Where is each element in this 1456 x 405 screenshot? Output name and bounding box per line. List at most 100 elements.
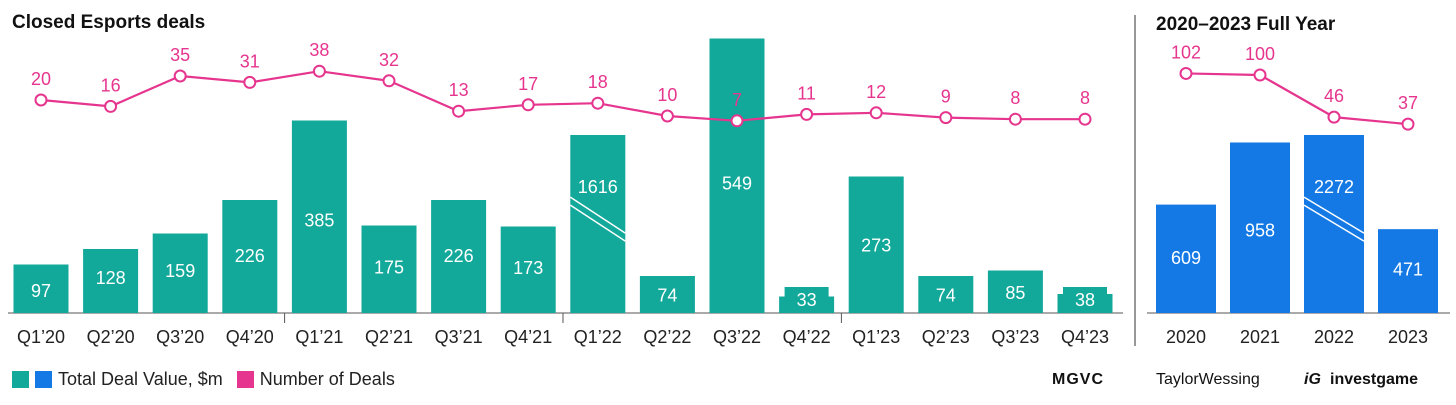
- quarterly-count-point: [521, 98, 535, 112]
- quarterly-category-label: Q4’20: [226, 327, 274, 347]
- quarterly-bar: [13, 264, 69, 313]
- quarterly-count-label: 17: [518, 74, 538, 94]
- yearly-category-label: 2023: [1388, 327, 1428, 347]
- quarterly-category-label: Q3’20: [156, 327, 204, 347]
- quarterly-category-label: Q2’20: [87, 327, 135, 347]
- quarterly-count-point: [312, 64, 326, 78]
- yearly-value-label: 958: [1245, 220, 1275, 240]
- quarterly-count-point: [1008, 112, 1022, 126]
- quarterly-count-point: [800, 107, 814, 121]
- yearly-count-label: 102: [1171, 42, 1201, 62]
- yearly-value-label: 471: [1393, 259, 1423, 279]
- quarterly-category-label: Q3’22: [713, 327, 761, 347]
- quarterly-value-label: 385: [304, 210, 334, 230]
- quarterly-value-label: 74: [936, 286, 956, 306]
- quarterly-count-line: [40, 70, 1085, 122]
- quarterly-value-label: 85: [1005, 283, 1025, 303]
- investgame-logo-mark: iG: [1304, 371, 1321, 388]
- quarterly-value-label: 226: [444, 246, 474, 266]
- legend: Total Deal Value, $m Number of Deals: [12, 369, 395, 390]
- quarterly-count-label: 10: [657, 85, 677, 105]
- axis-break-mark: [569, 196, 626, 234]
- quarterly-count-point: [104, 99, 118, 113]
- yearly-chart-title: 2020–2023 Full Year: [1156, 14, 1336, 35]
- quarterly-bar: [152, 233, 208, 313]
- quarterly-category-label: Q2’22: [643, 327, 691, 347]
- quarterly-chart-title: Closed Esports deals: [12, 12, 206, 33]
- quarterly-category-label: Q4’23: [1061, 327, 1109, 347]
- axis-break-mark: [569, 204, 626, 242]
- quarterly-category-label: Q1’21: [295, 327, 343, 347]
- quarterly-bar: [222, 200, 278, 313]
- taylor-wessing-logo: TaylorWessing: [1156, 371, 1260, 388]
- yearly-value-label: 2272: [1314, 177, 1354, 197]
- quarterly-count-label: 12: [866, 82, 886, 102]
- quarterly-bar: [431, 200, 487, 313]
- legend-swatch-pink: [236, 371, 254, 388]
- quarterly-bar: [848, 176, 904, 313]
- quarterly-value-label: 173: [513, 258, 543, 278]
- axis-break-mark: [1303, 204, 1365, 242]
- quarterly-label-box: [1063, 287, 1107, 313]
- quarterly-bar: [987, 270, 1043, 313]
- quarterly-count-point: [243, 75, 257, 89]
- quarterly-count-label: 20: [31, 69, 51, 89]
- quarterly-category-label: Q3’21: [435, 327, 483, 347]
- quarterly-bar: [361, 225, 417, 313]
- quarterly-value-label: 159: [165, 261, 195, 281]
- quarterly-count-point: [173, 69, 187, 83]
- quarterly-category-label: Q1’22: [574, 327, 622, 347]
- quarterly-bar: [291, 120, 347, 313]
- quarterly-value-label: 273: [861, 236, 891, 256]
- yearly-value-label: 609: [1171, 248, 1201, 268]
- quarterly-category-label: Q1’23: [852, 327, 900, 347]
- quarterly-value-label: 74: [657, 286, 677, 306]
- quarterly-count-label: 18: [588, 72, 608, 92]
- yearly-count-line: [1185, 72, 1409, 126]
- quarterly-category-label: Q2’23: [922, 327, 970, 347]
- quarterly-count-label: 7: [732, 90, 742, 110]
- quarterly-category-label: Q4’22: [783, 327, 831, 347]
- quarterly-count-label: 35: [170, 45, 190, 65]
- legend-swatch-teal: [12, 371, 29, 388]
- quarterly-label-box: [784, 287, 829, 313]
- investgame-logo-text: investgame: [1330, 371, 1419, 388]
- yearly-count-label: 100: [1245, 44, 1275, 64]
- quarterly-value-label: 1616: [578, 177, 618, 197]
- quarterly-category-label: Q1’20: [17, 327, 65, 347]
- quarterly-category-label: Q3’23: [991, 327, 1039, 347]
- quarterly-value-label: 38: [1075, 290, 1095, 310]
- yearly-category-label: 2021: [1240, 327, 1280, 347]
- quarterly-count-label: 32: [379, 50, 399, 70]
- yearly-count-label: 37: [1398, 93, 1418, 113]
- yearly-bar: [1304, 135, 1364, 313]
- quarterly-count-label: 8: [1080, 88, 1090, 108]
- quarterly-count-point: [452, 104, 466, 118]
- yearly-bar: [1230, 142, 1290, 313]
- quarterly-bar: [570, 135, 626, 313]
- quarterly-count-point: [730, 114, 744, 128]
- quarterly-bar: [918, 276, 974, 313]
- quarterly-value-label: 128: [96, 268, 126, 288]
- quarterly-value-label: 226: [235, 246, 265, 266]
- quarterly-bar: [83, 249, 139, 313]
- quarterly-category-label: Q4’21: [504, 327, 552, 347]
- yearly-count-point: [1327, 110, 1341, 124]
- yearly-category-label: 2022: [1314, 327, 1354, 347]
- quarterly-bar: [709, 38, 765, 313]
- yearly-count-point: [1401, 117, 1415, 131]
- quarterly-count-label: 13: [449, 80, 469, 100]
- axis-break-mark: [1303, 196, 1365, 234]
- quarterly-count-point: [382, 74, 396, 88]
- mgvc-logo: MGVC: [1052, 371, 1104, 388]
- quarterly-count-point: [869, 106, 883, 120]
- quarterly-count-point: [591, 96, 605, 110]
- yearly-bar: [1156, 204, 1216, 313]
- yearly-count-label: 46: [1324, 86, 1344, 106]
- quarterly-count-label: 31: [240, 51, 260, 71]
- quarterly-count-label: 11: [797, 83, 816, 103]
- quarterly-bar: [500, 226, 556, 313]
- quarterly-count-point: [660, 109, 674, 123]
- quarterly-count-point: [939, 111, 953, 125]
